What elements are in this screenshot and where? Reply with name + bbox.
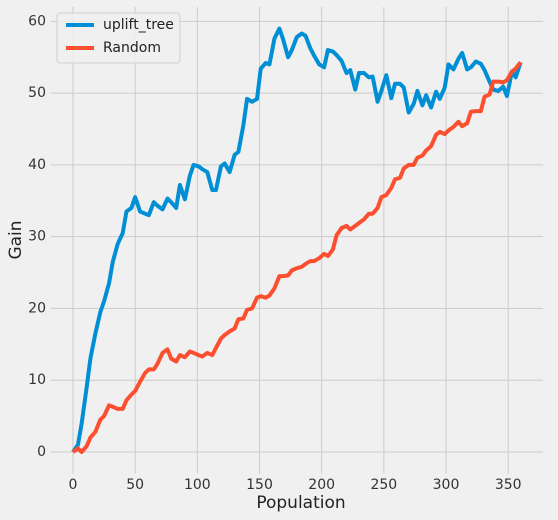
y-axis-label: Gain xyxy=(6,220,26,259)
y-tick-label: 60 xyxy=(28,13,46,29)
x-tick-label: 150 xyxy=(246,477,273,493)
legend-label: uplift_tree xyxy=(103,17,174,33)
lines xyxy=(71,26,523,454)
x-tick-label: 50 xyxy=(126,477,144,493)
x-tick-label: 200 xyxy=(308,477,335,493)
y-tick-label: 30 xyxy=(28,229,46,245)
y-tick-label: 40 xyxy=(28,157,46,173)
x-tick-label: 350 xyxy=(495,477,522,493)
x-tick-label: 300 xyxy=(433,477,460,493)
legend-label: Random xyxy=(103,40,161,56)
ticks: 0 50 100 150 200 250 300 350 0 10 20 30 40 50 60 xyxy=(28,13,521,493)
y-tick-label: 50 xyxy=(28,85,46,101)
x-tick-label: 100 xyxy=(184,477,211,493)
y-tick-label: 20 xyxy=(28,300,46,316)
y-tick-label: 0 xyxy=(37,444,46,460)
x-axis-label: Population xyxy=(256,493,345,513)
y-tick-label: 10 xyxy=(28,372,46,388)
legend: uplift_tree Random xyxy=(56,12,181,64)
line-series xyxy=(71,26,523,454)
x-tick-label: 250 xyxy=(370,477,397,493)
line-series xyxy=(71,61,523,454)
x-tick-label: 0 xyxy=(69,477,78,493)
